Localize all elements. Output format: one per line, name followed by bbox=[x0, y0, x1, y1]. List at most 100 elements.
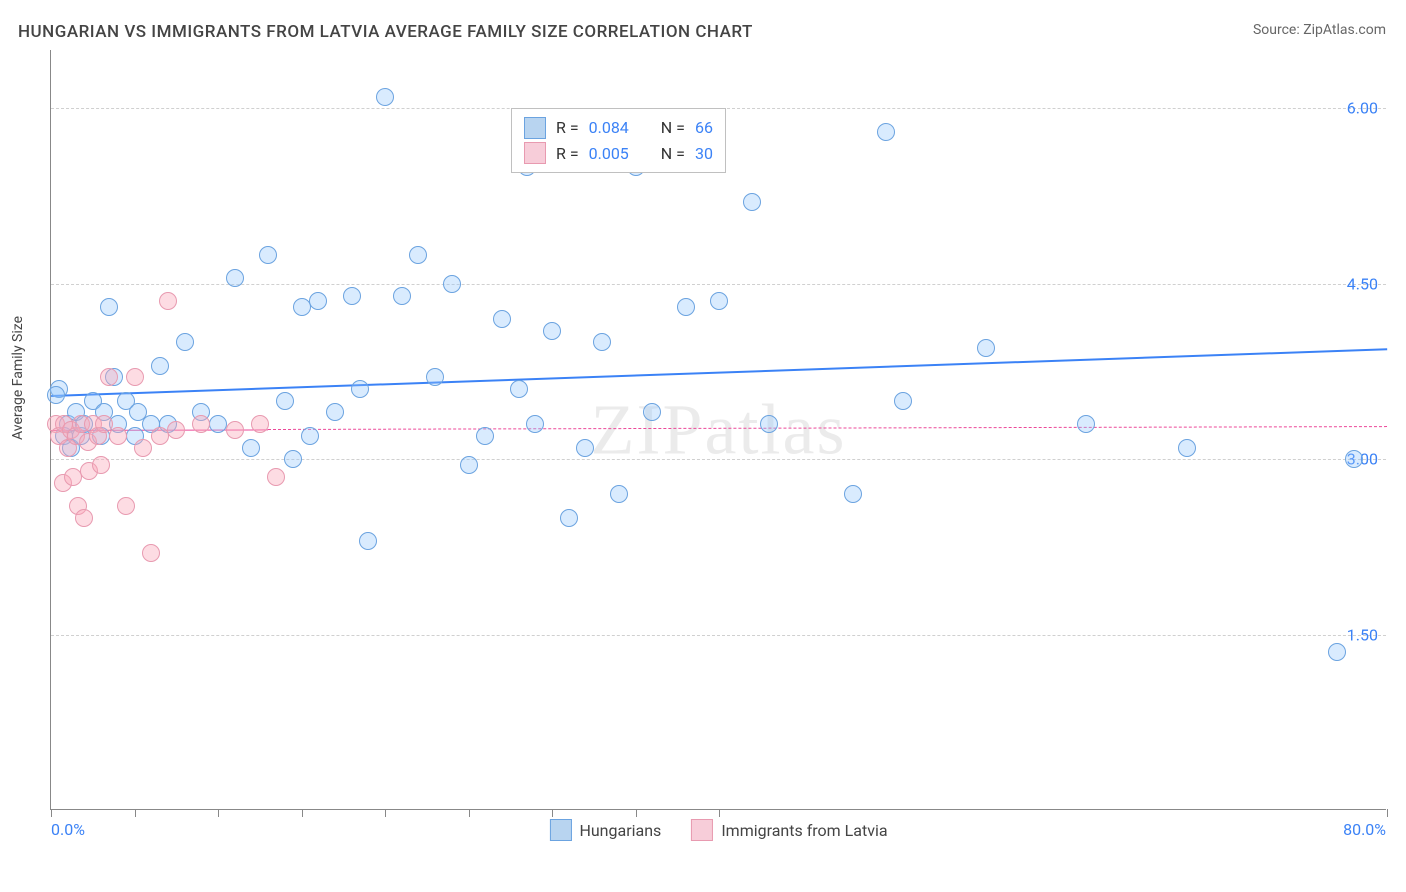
x-tick bbox=[135, 809, 136, 817]
scatter-point bbox=[1328, 643, 1346, 661]
scatter-point bbox=[409, 246, 427, 264]
scatter-point bbox=[977, 339, 995, 357]
scatter-point bbox=[526, 415, 544, 433]
r-label: R = bbox=[556, 141, 579, 167]
scatter-point bbox=[1178, 439, 1196, 457]
scatter-point bbox=[610, 485, 628, 503]
x-tick bbox=[552, 809, 553, 817]
scatter-point bbox=[643, 403, 661, 421]
stats-legend-row: R = 0.005 N = 30 bbox=[524, 141, 713, 167]
trend-line-dashed bbox=[268, 426, 1387, 430]
scatter-point bbox=[877, 123, 895, 141]
scatter-point bbox=[443, 275, 461, 293]
scatter-point bbox=[100, 368, 118, 386]
scatter-point bbox=[151, 427, 169, 445]
scatter-point bbox=[142, 544, 160, 562]
scatter-point bbox=[100, 298, 118, 316]
x-tick bbox=[218, 809, 219, 817]
scatter-point bbox=[92, 456, 110, 474]
gridline bbox=[51, 635, 1386, 636]
scatter-point bbox=[493, 310, 511, 328]
legend-swatch bbox=[524, 142, 546, 164]
y-axis-label: Average Family Size bbox=[10, 316, 26, 440]
stats-legend-row: R = 0.084 N = 66 bbox=[524, 115, 713, 141]
n-label: N = bbox=[661, 141, 685, 167]
legend-label: Immigrants from Latvia bbox=[721, 821, 887, 840]
scatter-point bbox=[293, 298, 311, 316]
source-label: Source: bbox=[1253, 22, 1303, 38]
scatter-point bbox=[1345, 450, 1363, 468]
r-label: R = bbox=[556, 115, 579, 141]
legend-label: Hungarians bbox=[579, 821, 661, 840]
scatter-point bbox=[710, 292, 728, 310]
r-value: 0.084 bbox=[589, 115, 629, 141]
scatter-point bbox=[743, 193, 761, 211]
legend-swatch bbox=[524, 117, 546, 139]
scatter-point bbox=[343, 287, 361, 305]
scatter-point bbox=[159, 292, 177, 310]
chart-title: HUNGARIAN VS IMMIGRANTS FROM LATVIA AVER… bbox=[18, 22, 753, 42]
scatter-point bbox=[351, 380, 369, 398]
scatter-point bbox=[1077, 415, 1095, 433]
legend-item: Immigrants from Latvia bbox=[691, 819, 887, 841]
scatter-point bbox=[576, 439, 594, 457]
scatter-point bbox=[393, 287, 411, 305]
scatter-point bbox=[64, 468, 82, 486]
gridline bbox=[51, 459, 1386, 460]
y-tick-label: 1.50 bbox=[1347, 625, 1378, 644]
scatter-point bbox=[251, 415, 269, 433]
scatter-point bbox=[134, 439, 152, 457]
r-value: 0.005 bbox=[589, 141, 629, 167]
scatter-point bbox=[209, 415, 227, 433]
stats-legend: R = 0.084 N = 66 R = 0.005 N = 30 bbox=[511, 108, 726, 173]
scatter-point bbox=[242, 439, 260, 457]
source-name: ZipAtlas.com bbox=[1303, 22, 1386, 38]
x-tick bbox=[469, 809, 470, 817]
scatter-point bbox=[267, 468, 285, 486]
scatter-point bbox=[75, 509, 93, 527]
scatter-point bbox=[560, 509, 578, 527]
scatter-point bbox=[151, 357, 169, 375]
scatter-point bbox=[109, 427, 127, 445]
legend-swatch bbox=[691, 819, 713, 841]
scatter-point bbox=[117, 497, 135, 515]
x-tick bbox=[1387, 809, 1388, 817]
scatter-point bbox=[376, 88, 394, 106]
scatter-point bbox=[359, 532, 377, 550]
x-tick bbox=[302, 809, 303, 817]
scatter-point bbox=[460, 456, 478, 474]
plot-area: ZIPatlas 1.503.004.506.000.0%80.0%R = 0.… bbox=[50, 50, 1386, 810]
scatter-point bbox=[192, 415, 210, 433]
y-tick-label: 6.00 bbox=[1347, 99, 1378, 118]
scatter-point bbox=[844, 485, 862, 503]
legend-swatch bbox=[549, 819, 571, 841]
x-axis-min-label: 0.0% bbox=[51, 820, 85, 839]
x-axis-max-label: 80.0% bbox=[1343, 820, 1386, 839]
x-tick bbox=[51, 809, 52, 817]
scatter-point bbox=[259, 246, 277, 264]
scatter-point bbox=[176, 333, 194, 351]
scatter-point bbox=[276, 392, 294, 410]
x-tick bbox=[385, 809, 386, 817]
n-label: N = bbox=[661, 115, 685, 141]
scatter-point bbox=[47, 386, 65, 404]
scatter-point bbox=[284, 450, 302, 468]
n-value: 30 bbox=[695, 141, 713, 167]
y-tick-label: 4.50 bbox=[1347, 274, 1378, 293]
scatter-point bbox=[326, 403, 344, 421]
n-value: 66 bbox=[695, 115, 713, 141]
scatter-point bbox=[426, 368, 444, 386]
x-tick bbox=[636, 809, 637, 817]
scatter-point bbox=[301, 427, 319, 445]
bottom-legend: Hungarians Immigrants from Latvia bbox=[549, 819, 887, 841]
scatter-point bbox=[510, 380, 528, 398]
gridline bbox=[51, 284, 1386, 285]
scatter-point bbox=[126, 368, 144, 386]
scatter-point bbox=[760, 415, 778, 433]
scatter-point bbox=[226, 421, 244, 439]
x-tick bbox=[719, 809, 720, 817]
legend-item: Hungarians bbox=[549, 819, 661, 841]
scatter-point bbox=[543, 322, 561, 340]
scatter-point bbox=[476, 427, 494, 445]
scatter-point bbox=[167, 421, 185, 439]
